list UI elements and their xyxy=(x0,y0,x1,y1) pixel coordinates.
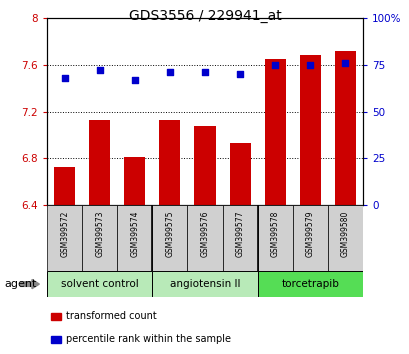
Bar xyxy=(89,120,110,205)
Text: agent: agent xyxy=(4,279,36,289)
Text: GSM399572: GSM399572 xyxy=(60,211,69,257)
Bar xyxy=(47,271,152,297)
Bar xyxy=(159,120,180,205)
Text: angiotensin II: angiotensin II xyxy=(169,279,240,289)
Text: transformed count: transformed count xyxy=(65,312,156,321)
Bar xyxy=(229,143,250,205)
Bar xyxy=(152,205,187,271)
Bar xyxy=(299,55,320,205)
Bar xyxy=(257,271,362,297)
Point xyxy=(61,75,68,81)
Text: percentile rank within the sample: percentile rank within the sample xyxy=(65,335,230,344)
Text: GSM399578: GSM399578 xyxy=(270,211,279,257)
Text: GSM399575: GSM399575 xyxy=(165,211,174,257)
Bar xyxy=(117,205,152,271)
Point xyxy=(131,77,138,82)
Bar xyxy=(257,205,292,271)
Bar xyxy=(152,271,257,297)
Text: GSM399574: GSM399574 xyxy=(130,211,139,257)
Point xyxy=(271,62,278,68)
Text: GSM399576: GSM399576 xyxy=(200,211,209,257)
Point xyxy=(306,62,313,68)
Bar xyxy=(187,205,222,271)
Bar xyxy=(54,167,75,205)
Bar xyxy=(124,157,145,205)
Bar xyxy=(194,126,215,205)
Text: GDS3556 / 229941_at: GDS3556 / 229941_at xyxy=(128,9,281,23)
Point xyxy=(236,71,243,77)
Bar xyxy=(47,205,82,271)
Bar xyxy=(82,205,117,271)
Bar xyxy=(292,205,327,271)
Text: solvent control: solvent control xyxy=(61,279,138,289)
Point xyxy=(166,69,173,75)
Bar xyxy=(327,205,362,271)
Point xyxy=(96,67,103,73)
Text: GSM399579: GSM399579 xyxy=(305,211,314,257)
Bar xyxy=(264,59,285,205)
Bar xyxy=(222,205,257,271)
Text: GSM399573: GSM399573 xyxy=(95,211,104,257)
Text: GSM399580: GSM399580 xyxy=(340,211,349,257)
Bar xyxy=(334,51,355,205)
Point xyxy=(201,69,208,75)
Point xyxy=(341,60,348,65)
Text: GSM399577: GSM399577 xyxy=(235,211,244,257)
Text: torcetrapib: torcetrapib xyxy=(281,279,338,289)
